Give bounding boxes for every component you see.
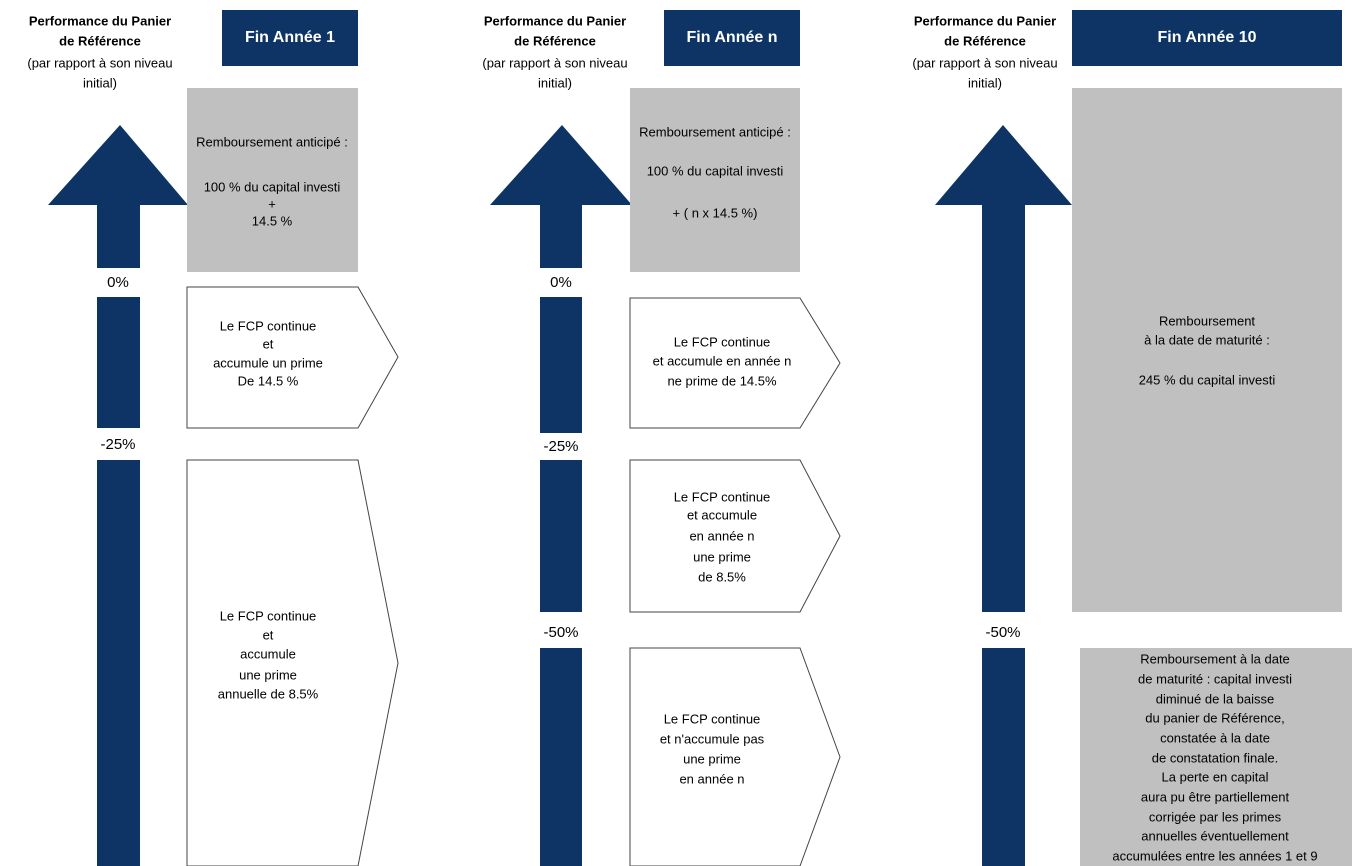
box-text: et	[263, 336, 274, 351]
box-text: en année n	[689, 528, 754, 543]
box-text: aura pu être partiellement	[1141, 789, 1290, 804]
title-box	[1072, 10, 1342, 66]
note: initial)	[968, 75, 1002, 90]
box-text: constatée à la date	[1160, 730, 1270, 745]
level-label: 0%	[550, 274, 572, 291]
box-text: corrigée par les primes	[1149, 809, 1282, 824]
arrow-head	[490, 125, 632, 268]
box-text: Le FCP continue	[664, 711, 761, 726]
box-text: Le FCP continue	[674, 334, 771, 349]
heading: de Référence	[514, 33, 596, 48]
note: (par rapport à son niveau	[27, 55, 172, 70]
arrow-head	[935, 125, 1072, 612]
pentagon-box	[186, 459, 399, 866]
arrows	[48, 10, 1342, 866]
level-label: -25%	[100, 436, 135, 453]
pentagon-box	[629, 459, 841, 613]
box-text: Remboursement anticipé :	[196, 134, 348, 149]
gray-box	[1072, 88, 1342, 612]
box-text: et n'accumule pas	[660, 731, 765, 746]
box-text: accumule un prime	[213, 355, 323, 370]
box-text: accumulées entre les années 1 et 9	[1112, 848, 1317, 863]
box-text: de constatation finale.	[1152, 750, 1278, 765]
pentagon-box	[629, 297, 841, 429]
arrow-shaft	[982, 648, 1025, 866]
box-text: annuelle de 8.5%	[218, 686, 319, 701]
box-text: Remboursement anticipé :	[639, 124, 791, 139]
box-text: et	[263, 627, 274, 642]
heading: Performance du Panier	[484, 13, 626, 28]
pentagons	[186, 286, 841, 866]
note: (par rapport à son niveau	[482, 55, 627, 70]
box-text: accumule	[240, 646, 296, 661]
box-text: une prime	[683, 751, 741, 766]
level-label: -25%	[543, 438, 578, 455]
note: initial)	[538, 75, 572, 90]
arrow-head	[48, 125, 188, 268]
box-text: de 8.5%	[698, 569, 746, 584]
panel-title: Fin Année n	[687, 29, 778, 46]
box-text: Le FCP continue	[674, 489, 771, 504]
gray-box	[630, 88, 800, 272]
box-text: + ( n x 14.5 %)	[673, 205, 758, 220]
arrow-shaft	[540, 460, 582, 612]
box-text: De 14.5 %	[238, 373, 299, 388]
heading: de Référence	[59, 33, 141, 48]
heading: Performance du Panier	[29, 13, 171, 28]
box-text: une prime	[239, 667, 297, 682]
heading: de Référence	[944, 33, 1026, 48]
arrow-shaft	[540, 297, 582, 433]
box-text: du panier de Référence,	[1145, 710, 1284, 725]
panel-title: Fin Année 1	[245, 29, 335, 46]
box-text: Remboursement à la date	[1140, 651, 1290, 666]
box-text: Remboursement	[1159, 313, 1255, 328]
box-text: en année n	[679, 771, 744, 786]
box-text: Le FCP continue	[220, 608, 317, 623]
arrow-shaft	[97, 460, 140, 866]
box-text: diminué de la baisse	[1156, 691, 1275, 706]
box-text: à la date de maturité :	[1144, 332, 1270, 347]
box-text: de maturité : capital investi	[1138, 671, 1292, 686]
panel-title: Fin Année 10	[1158, 29, 1257, 46]
level-label: -50%	[543, 624, 578, 641]
title-box	[222, 10, 358, 66]
box-text: et accumule en année n	[653, 353, 792, 368]
box-text: 245 % du capital investi	[1139, 372, 1276, 387]
gray-box	[1080, 648, 1352, 866]
box-text: annuelles éventuellement	[1141, 828, 1289, 843]
arrow-shaft	[97, 297, 140, 428]
box-text: Le FCP continue	[220, 318, 317, 333]
title-box	[664, 10, 800, 66]
box-text: La perte en capital	[1162, 769, 1269, 784]
pentagon-box	[186, 286, 399, 429]
box-text: ne prime de 14.5%	[667, 373, 777, 388]
gray-boxes	[187, 88, 1352, 866]
note: (par rapport à son niveau	[912, 55, 1057, 70]
box-text: 100 % du capital investi	[647, 163, 784, 178]
box-text: 14.5 %	[252, 213, 293, 228]
level-label: -50%	[985, 624, 1020, 641]
level-label: 0%	[107, 274, 129, 291]
box-text: une prime	[693, 549, 751, 564]
box-text: et accumule	[687, 507, 757, 522]
box-text: +	[268, 196, 276, 211]
note: initial)	[83, 75, 117, 90]
heading: Performance du Panier	[914, 13, 1056, 28]
box-text: 100 % du capital investi	[204, 179, 341, 194]
arrow-shaft	[540, 648, 582, 866]
pentagon-box	[629, 647, 841, 866]
gray-box	[187, 88, 358, 272]
